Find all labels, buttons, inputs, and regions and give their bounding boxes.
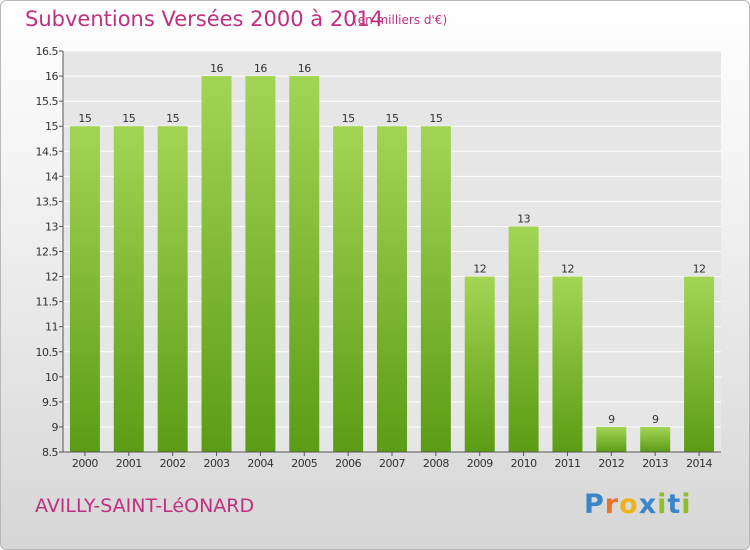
data-label: 15 — [386, 112, 399, 125]
commune-name: AVILLY-SAINT-LéONARD — [35, 495, 255, 517]
y-tick-label: 11 — [45, 321, 58, 334]
bar — [289, 76, 320, 452]
x-tick-label: 2011 — [554, 457, 580, 470]
data-label: 12 — [693, 263, 706, 276]
data-label: 15 — [78, 112, 91, 125]
bars — [69, 76, 715, 452]
y-tick-label: 15 — [45, 120, 58, 133]
data-label: 12 — [473, 263, 486, 276]
logo-letter: i — [657, 489, 668, 520]
y-tick-label: 9.5 — [42, 396, 58, 409]
data-label: 13 — [517, 212, 530, 225]
x-tick-label: 2006 — [335, 457, 361, 470]
x-tick-label: 2003 — [204, 457, 230, 470]
bar — [420, 126, 451, 452]
logo-letter: P — [584, 489, 605, 520]
data-label: 16 — [254, 62, 267, 75]
y-tick-label: 12.5 — [36, 246, 59, 259]
bar — [596, 426, 627, 452]
x-tick-label: 2014 — [686, 457, 712, 470]
logo-letter: x — [638, 489, 658, 520]
data-label: 9 — [608, 413, 615, 426]
proxiti-logo: Proxiti — [584, 489, 692, 520]
data-labels: 15 15 15 16 16 16 15 15 15 12 13 12 9 9 12 — [78, 62, 706, 426]
logo-letter: o — [619, 489, 639, 520]
y-tick-label: 13 — [45, 220, 58, 233]
y-tick-label: 14.5 — [36, 145, 59, 158]
x-tick-label: 2000 — [72, 457, 98, 470]
unit-note: (en milliers d'€) — [353, 13, 448, 27]
x-tick-label: 2008 — [423, 457, 449, 470]
x-tick-label: 2007 — [379, 457, 405, 470]
y-tick-label: 9 — [52, 421, 59, 434]
y-tick-label: 11.5 — [36, 296, 59, 309]
bar — [201, 76, 232, 452]
bar — [377, 126, 407, 452]
x-tick-label: 2005 — [291, 457, 317, 470]
logo-letter: i — [681, 489, 692, 520]
bar — [113, 126, 144, 452]
y-tick-label: 15.5 — [36, 95, 59, 108]
y-tick-label: 14 — [45, 170, 58, 183]
chart-title: Subventions Versées 2000 à 2014 — [25, 7, 384, 31]
data-label: 15 — [166, 112, 179, 125]
data-label: 9 — [652, 413, 659, 426]
data-label: 15 — [122, 112, 135, 125]
data-label: 15 — [342, 112, 355, 125]
bar — [552, 276, 583, 452]
y-tick-label: 10 — [45, 371, 58, 384]
data-label: 16 — [210, 62, 223, 75]
x-tick-label: 2002 — [160, 457, 186, 470]
x-tick-label: 2010 — [511, 457, 537, 470]
x-tick-label: 2009 — [467, 457, 493, 470]
y-tick-label: 8.5 — [42, 446, 58, 459]
y-tick-label: 16.5 — [36, 45, 59, 58]
bar — [69, 126, 100, 452]
logo-letter: t — [667, 489, 682, 520]
y-tick-label: 13.5 — [36, 195, 59, 208]
data-label: 12 — [561, 263, 574, 276]
y-axis: 8.5 9 9.5 10 10.5 11 11.5 12 12.5 13 13.5 14 14.5 15 1… — [36, 45, 64, 459]
bar — [508, 226, 539, 452]
x-tick-label: 2012 — [598, 457, 624, 470]
y-tick-label: 12 — [45, 271, 58, 284]
x-tick-label: 2004 — [247, 457, 273, 470]
y-tick-label: 16 — [45, 70, 58, 83]
logo-letter: r — [604, 489, 620, 520]
bar — [245, 76, 276, 452]
bar — [640, 426, 671, 452]
bar — [684, 276, 715, 452]
bar — [464, 276, 495, 452]
y-tick-label: 10.5 — [36, 346, 59, 359]
x-tick-label: 2001 — [116, 457, 142, 470]
data-label: 16 — [298, 62, 311, 75]
data-label: 15 — [429, 112, 442, 125]
bar — [157, 126, 188, 452]
x-tick-label: 2013 — [642, 457, 668, 470]
bar — [333, 126, 364, 452]
x-axis: 2000 2001 2002 2003 2004 2005 2006 2007 2008 2009… — [63, 451, 721, 470]
